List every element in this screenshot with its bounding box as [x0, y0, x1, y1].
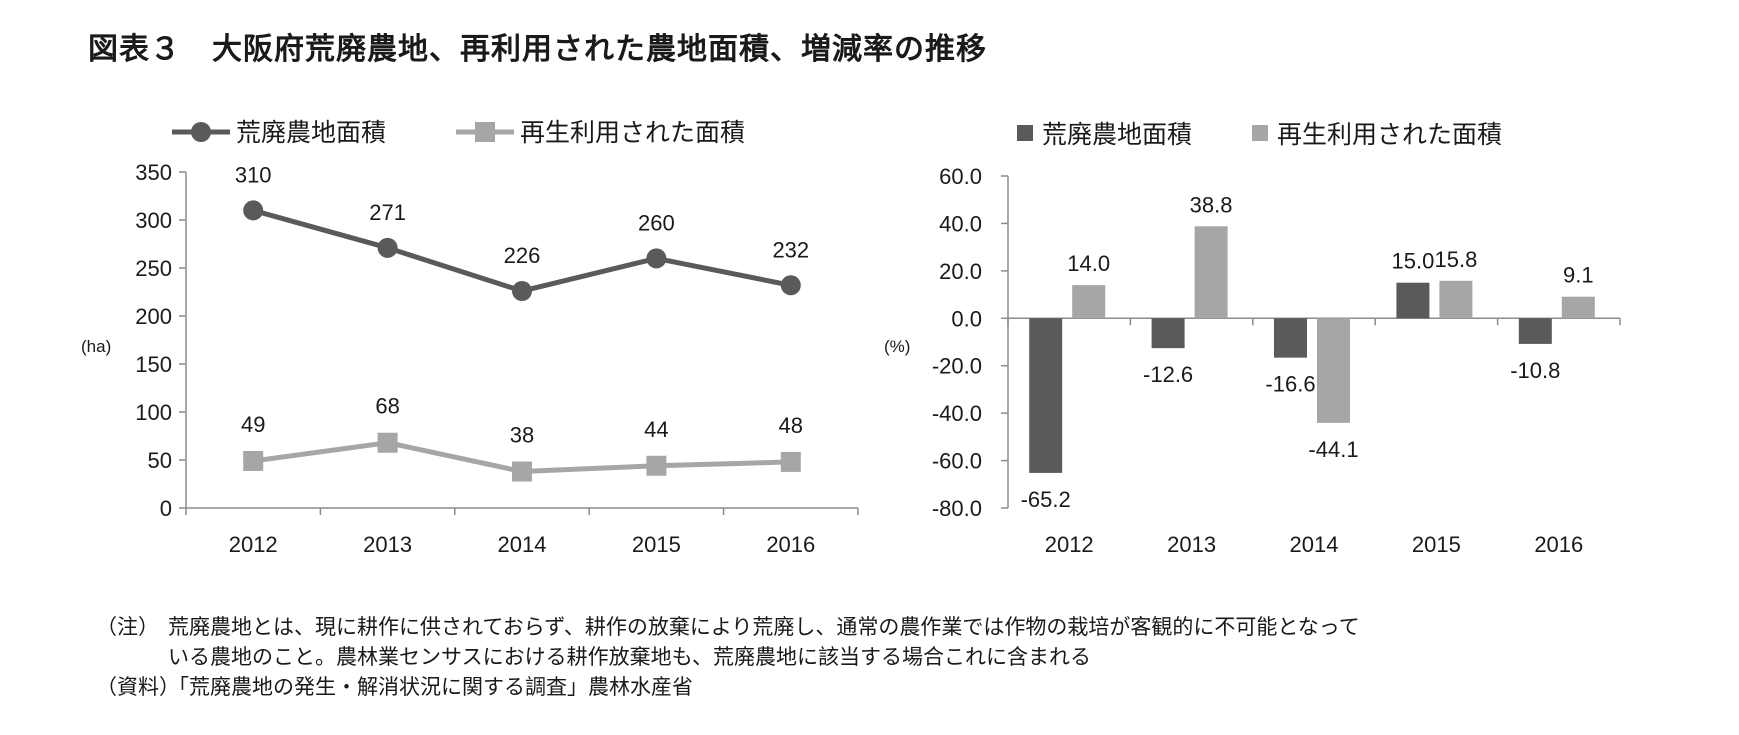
- legend-label: 荒廃農地面積: [1042, 121, 1192, 149]
- x-tick-label: 2014: [1290, 532, 1339, 557]
- y-tick-label: -40.0: [932, 401, 982, 426]
- bar: [1518, 318, 1552, 344]
- note-label: （注）: [96, 615, 159, 639]
- y-tick-label: 350: [135, 160, 172, 185]
- y-tick-label: 60.0: [939, 164, 982, 189]
- legend-swatch-marker: [475, 122, 495, 142]
- x-tick-label: 2012: [229, 532, 278, 557]
- data-label: 48: [779, 413, 803, 438]
- y-tick-label: 100: [135, 400, 172, 425]
- data-label: -65.2: [1021, 487, 1071, 512]
- data-point: [512, 281, 532, 302]
- y-axis-label: (%): [884, 337, 910, 356]
- data-label: 38.8: [1190, 192, 1233, 217]
- y-tick-label: 40.0: [939, 211, 982, 236]
- data-point: [243, 450, 264, 471]
- data-label: 44: [644, 417, 668, 442]
- legend-label: 再生利用された面積: [520, 119, 745, 147]
- notes-block: （注） 荒廃農地とは、現に耕作に供されておらず、耕作の放棄により荒廃し、通常の農…: [96, 612, 1360, 702]
- data-label: 260: [638, 210, 675, 235]
- x-tick-label: 2014: [498, 532, 547, 557]
- bar: [1072, 285, 1106, 319]
- note-body: 荒廃農地とは、現に耕作に供されておらず、耕作の放棄により荒廃し、通常の農作業では…: [168, 612, 1360, 672]
- x-tick-label: 2015: [632, 532, 681, 557]
- data-label: 38: [510, 423, 534, 448]
- data-label: 9.1: [1563, 263, 1594, 288]
- y-tick-label: 0.0: [951, 306, 982, 331]
- x-tick-label: 2013: [363, 532, 412, 557]
- data-label: 271: [369, 200, 406, 225]
- note-row-source: （資料） 「荒廃農地の発生・解消状況に関する調査」農林水産省: [96, 672, 1360, 702]
- data-label: 14.0: [1067, 251, 1110, 276]
- note-line: 荒廃農地とは、現に耕作に供されておらず、耕作の放棄により荒廃し、通常の農作業では…: [168, 615, 1360, 639]
- bar: [1439, 280, 1473, 319]
- y-tick-label: 150: [135, 352, 172, 377]
- data-point: [646, 248, 667, 269]
- y-tick-label: -80.0: [932, 496, 982, 521]
- data-point: [243, 200, 264, 221]
- bar: [1194, 226, 1228, 319]
- data-label: 226: [504, 243, 541, 268]
- bar: [1561, 296, 1595, 319]
- bar: [1151, 318, 1185, 349]
- data-label: -44.1: [1308, 437, 1358, 462]
- data-label: -10.8: [1510, 358, 1560, 383]
- note-line: いる農地のこと。農林業センサスにおける耕作放棄地も、荒廃農地に該当する場合これに…: [168, 645, 1091, 669]
- source-text: 「荒廃農地の発生・解消状況に関する調査」農林水産省: [168, 675, 693, 699]
- data-label: 310: [235, 162, 272, 187]
- bar: [1317, 318, 1350, 423]
- data-label: 15.0: [1391, 249, 1434, 274]
- data-point: [780, 275, 801, 296]
- y-tick-label: 300: [135, 208, 172, 233]
- x-tick-label: 2015: [1412, 532, 1461, 557]
- x-tick-label: 2012: [1045, 532, 1094, 557]
- figure-title: 図表３ 大阪府荒廃農地、再利用された農地面積、増減率の推移: [88, 32, 987, 67]
- data-point: [780, 451, 801, 472]
- x-tick-label: 2013: [1167, 532, 1216, 557]
- y-tick-label: 50: [148, 448, 172, 473]
- y-axis-label: (ha): [81, 337, 111, 356]
- y-tick-label: -60.0: [932, 449, 982, 474]
- data-label: 15.8: [1434, 247, 1477, 272]
- data-label: 49: [241, 412, 265, 437]
- charts-canvas: 0 50 100 150 200 250 300 350 2012 2013 2014 2015 201…: [81, 119, 1621, 557]
- legend-swatch: [1252, 125, 1268, 141]
- y-tick-label: 20.0: [939, 259, 982, 284]
- legend-label: 再生利用された面積: [1277, 121, 1502, 149]
- data-label: 232: [772, 237, 809, 262]
- data-point: [377, 237, 398, 258]
- legend-swatch-marker: [191, 122, 211, 142]
- legend-label: 荒廃農地面積: [236, 119, 386, 147]
- data-label: -12.6: [1143, 362, 1193, 387]
- data-label: -16.6: [1265, 372, 1315, 397]
- note-label: （資料）: [96, 675, 180, 699]
- bar: [1396, 282, 1430, 319]
- y-tick-label: 0: [160, 496, 172, 521]
- x-tick-label: 2016: [766, 532, 815, 557]
- y-tick-label: -20.0: [932, 354, 982, 379]
- data-point: [377, 432, 398, 453]
- bar: [1029, 318, 1063, 473]
- data-point: [646, 455, 667, 476]
- y-tick-label: 250: [135, 256, 172, 281]
- bar: [1274, 318, 1307, 358]
- y-tick-label: 200: [135, 304, 172, 329]
- legend-swatch: [1017, 125, 1033, 141]
- data-point: [512, 461, 532, 482]
- data-label: 68: [375, 394, 399, 419]
- note-row-chu: （注） 荒廃農地とは、現に耕作に供されておらず、耕作の放棄により荒廃し、通常の農…: [96, 612, 1360, 672]
- x-tick-label: 2016: [1534, 532, 1583, 557]
